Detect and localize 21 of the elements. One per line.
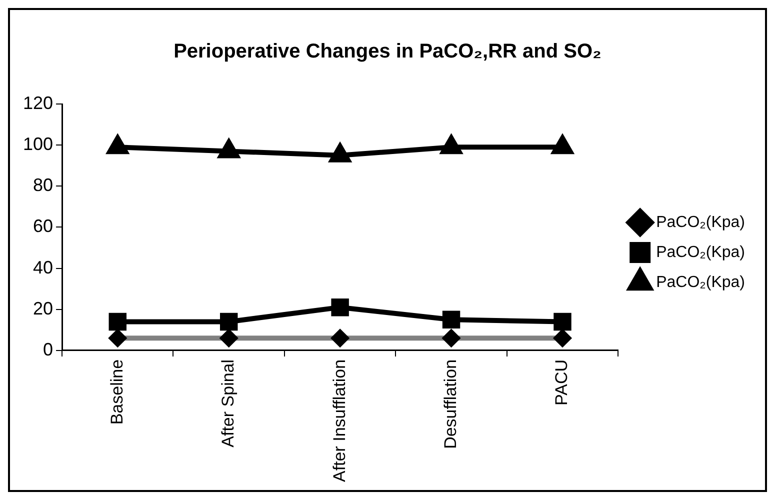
y-tick-label: 120 bbox=[22, 92, 54, 113]
y-tick-label: 0 bbox=[43, 339, 54, 360]
point bbox=[554, 312, 572, 331]
legend-label: PaCO₂(Kpa) bbox=[656, 244, 745, 261]
point bbox=[220, 312, 238, 331]
y-tick-label: 100 bbox=[22, 134, 54, 154]
point bbox=[442, 310, 460, 329]
x-tick-label: After Insufflation bbox=[330, 359, 349, 482]
chart-title: Perioperative Changes in PaCO₂,RR and SO₂ bbox=[174, 40, 602, 63]
y-tick-label: 40 bbox=[33, 257, 54, 278]
x-tick-label: PACU bbox=[552, 359, 572, 406]
x-tick-label: Desufflation bbox=[440, 359, 460, 449]
x-tick-label: Baseline bbox=[107, 359, 126, 425]
point bbox=[108, 312, 127, 331]
legend-label: PaCO₂(Kpa) bbox=[656, 274, 745, 291]
legend-label: PaCO₂(Kpa) bbox=[656, 214, 745, 231]
y-tick-label: 60 bbox=[33, 216, 54, 236]
y-tick-label: 80 bbox=[33, 175, 54, 196]
x-tick-label: After Spinal bbox=[218, 359, 238, 448]
y-tick-label: 20 bbox=[33, 298, 54, 318]
point bbox=[331, 298, 349, 316]
